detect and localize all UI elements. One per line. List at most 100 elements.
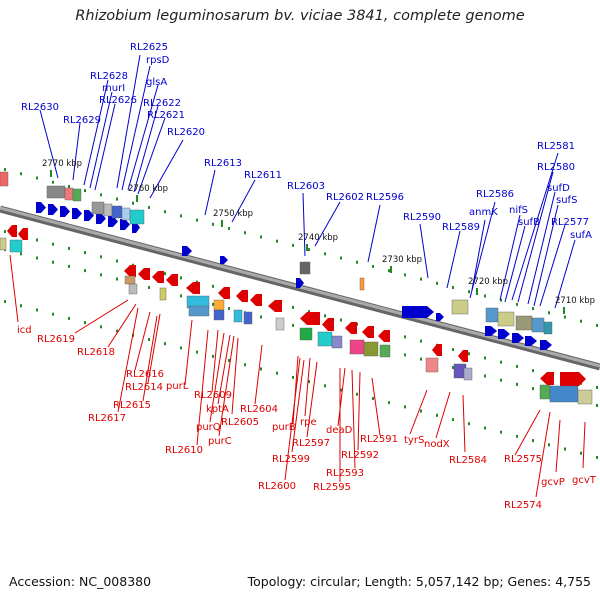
track-dot bbox=[532, 439, 534, 443]
gene-arrow bbox=[345, 322, 357, 334]
track-dot bbox=[84, 321, 86, 325]
track-dot bbox=[340, 388, 342, 392]
label-leader-line bbox=[504, 225, 526, 303]
track-dot bbox=[564, 315, 566, 319]
track-dot bbox=[244, 231, 246, 235]
label-leader-line bbox=[302, 192, 306, 257]
kbp-tick-label: 2730 kbp bbox=[382, 255, 422, 265]
track-dot bbox=[532, 369, 534, 373]
gene-arrow bbox=[48, 204, 58, 215]
track-dot bbox=[324, 384, 326, 388]
gene-label-lower: RL2619 bbox=[37, 334, 75, 345]
track-dot bbox=[228, 307, 230, 311]
gene-domain-box bbox=[159, 287, 167, 301]
track-dot bbox=[308, 310, 310, 314]
gene-arrow bbox=[132, 222, 140, 233]
gene-domain-box bbox=[233, 309, 243, 323]
label-leader-line bbox=[367, 204, 381, 263]
track-dot bbox=[180, 214, 182, 218]
kbp-tick-label: 2710 kbp bbox=[555, 296, 595, 306]
track-dot bbox=[164, 210, 166, 214]
track-dot bbox=[580, 451, 582, 455]
track-dot bbox=[116, 259, 118, 263]
gene-arrow bbox=[525, 336, 537, 346]
gene-label-lower: RL2615 bbox=[113, 400, 151, 411]
kbp-tick-mark bbox=[390, 266, 392, 273]
gene-label-upper: RL2629 bbox=[63, 115, 101, 126]
gene-arrow bbox=[36, 202, 46, 213]
gene-label-upper: rpsD bbox=[146, 55, 170, 66]
track-dot bbox=[36, 308, 38, 312]
gene-domain-box bbox=[463, 367, 473, 381]
gene-label-lower: purL bbox=[166, 381, 189, 392]
track-dot bbox=[596, 455, 598, 459]
label-leader-line bbox=[306, 361, 318, 438]
kbp-tick-label: 2720 kbp bbox=[468, 277, 508, 287]
label-leader-line bbox=[137, 117, 166, 195]
track-dot bbox=[228, 227, 230, 231]
track-dot bbox=[84, 189, 86, 193]
label-leader-line bbox=[231, 337, 239, 415]
track-dot bbox=[404, 335, 406, 339]
gene-domain-box bbox=[577, 389, 593, 405]
gene-label-lower: RL2595 bbox=[313, 482, 351, 493]
track-dot bbox=[308, 248, 310, 252]
track-dot bbox=[404, 353, 406, 357]
gene-arrow bbox=[124, 265, 136, 277]
label-leader-line bbox=[554, 239, 576, 309]
kbp-tick-mark bbox=[306, 244, 308, 251]
track-dot bbox=[180, 276, 182, 280]
track-dot bbox=[36, 256, 38, 260]
gene-arrow bbox=[218, 287, 230, 299]
track-dot bbox=[148, 337, 150, 341]
label-leader-line bbox=[116, 54, 141, 189]
track-dot bbox=[100, 273, 102, 277]
gene-label-lower: RL2604 bbox=[240, 404, 278, 415]
track-dot bbox=[372, 264, 374, 268]
gene-label-lower: RL2599 bbox=[272, 454, 310, 465]
track-dot bbox=[164, 272, 166, 276]
gene-domain-box bbox=[243, 311, 253, 325]
gene-label-upper: sufA bbox=[570, 230, 592, 241]
track-dot bbox=[148, 285, 150, 289]
track-dot bbox=[276, 371, 278, 375]
gene-arrow bbox=[498, 329, 510, 339]
kbp-tick-mark bbox=[221, 220, 223, 227]
track-dot bbox=[436, 281, 438, 285]
label-leader-line bbox=[217, 334, 231, 405]
track-dot bbox=[388, 401, 390, 405]
accession-text: Accession: NC_008380 bbox=[9, 574, 152, 589]
gene-domain-box bbox=[451, 299, 469, 315]
label-leader-line bbox=[291, 359, 305, 453]
track-dot bbox=[500, 298, 502, 302]
gene-label-upper: RL2590 bbox=[403, 212, 441, 223]
track-dot bbox=[148, 205, 150, 209]
track-dot bbox=[452, 348, 454, 352]
label-leader-line bbox=[83, 79, 109, 186]
gene-label-upper: RL2613 bbox=[204, 158, 242, 169]
track-dot bbox=[212, 354, 214, 358]
track-dot bbox=[100, 325, 102, 329]
track-dot bbox=[468, 422, 470, 426]
track-dot bbox=[452, 418, 454, 422]
track-dot bbox=[100, 255, 102, 259]
gene-domain-box bbox=[0, 237, 7, 251]
gene-label-lower: RL2614 bbox=[125, 382, 163, 393]
track-dot bbox=[260, 367, 262, 371]
label-leader-line bbox=[469, 201, 496, 299]
track-dot bbox=[132, 201, 134, 205]
track-dot bbox=[516, 382, 518, 386]
gene-domain-box bbox=[549, 385, 579, 403]
genome-title: Rhizobium leguminosarum bv. viciae 3841,… bbox=[75, 8, 525, 24]
gene-label-lower: RL2610 bbox=[165, 445, 203, 456]
kbp-ticks: 2770 kbp 2760 kbp 2750 kbp 2740 kbp 2730 kbp… bbox=[42, 159, 595, 314]
gene-label-lower: RL2609 bbox=[194, 390, 232, 401]
gene-domain-box bbox=[363, 341, 379, 357]
gene-label-upper: RL2630 bbox=[21, 102, 59, 113]
gene-domain-box bbox=[213, 309, 225, 321]
track-dot bbox=[388, 269, 390, 273]
track-dot bbox=[180, 346, 182, 350]
gene-arrow bbox=[60, 206, 70, 217]
label-leader-line bbox=[535, 411, 551, 498]
